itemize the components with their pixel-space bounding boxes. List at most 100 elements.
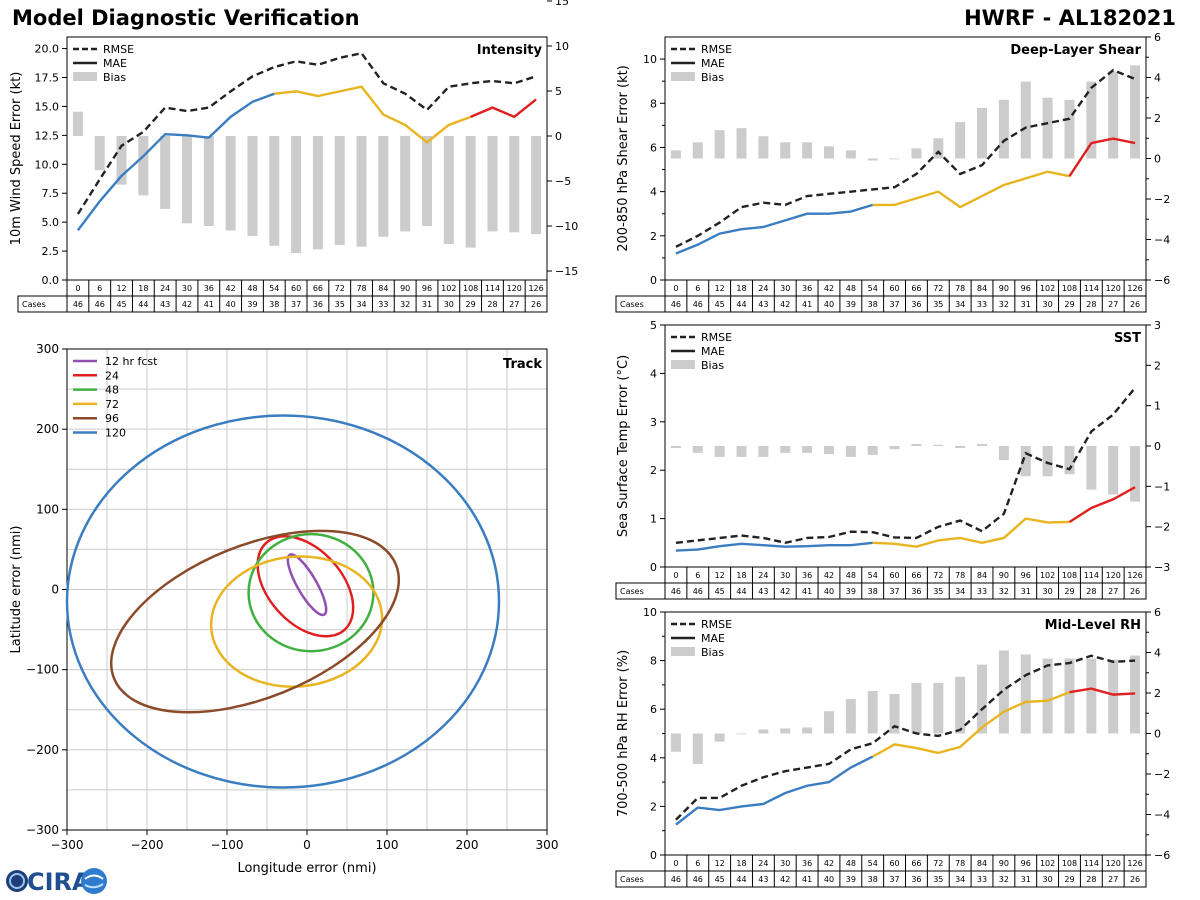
bias-bar	[998, 650, 1009, 734]
bias-bar	[1086, 81, 1097, 159]
bias-bar	[955, 446, 966, 449]
case-cell: 38	[868, 587, 878, 596]
hour-cell: 42	[824, 571, 834, 580]
bias-bar	[692, 446, 703, 453]
bias-bar	[1130, 446, 1141, 502]
bias-bar	[845, 446, 856, 457]
rmse-line	[76, 51, 537, 215]
case-cell: 37	[889, 300, 899, 309]
hour-cell: 96	[422, 284, 432, 293]
hour-cell: 78	[356, 284, 366, 293]
panel-title: SST	[1114, 331, 1141, 346]
x-tick-label: −300	[51, 838, 84, 852]
hour-cell: 96	[1021, 859, 1031, 868]
hour-cell: 6	[695, 284, 700, 293]
case-cell: 35	[933, 300, 943, 309]
y-tick-label: 0	[650, 561, 657, 574]
legend-mae-label: MAE	[701, 57, 725, 70]
legend-label: 120	[105, 427, 126, 440]
y2-tick-label: 4	[1154, 647, 1161, 660]
bias-bar	[823, 446, 834, 455]
case-cell: 29	[466, 300, 476, 309]
legend-label: 96	[105, 412, 119, 425]
hour-cell: 54	[868, 571, 878, 580]
hour-cell: 66	[911, 571, 921, 580]
x-axis-label: Longitude error (nmi)	[237, 861, 376, 876]
y-tick-label: 20.0	[35, 43, 60, 56]
y2-tick-label: 2	[1154, 359, 1161, 372]
y-axis-label: 200-850 hPa Shear Error (kt)	[616, 65, 631, 252]
hour-cell: 60	[889, 571, 899, 580]
hour-cell: 108	[1062, 859, 1077, 868]
hour-cell: 48	[247, 284, 257, 293]
hour-cell: 0	[75, 284, 80, 293]
y2-tick-label: −15	[555, 265, 578, 278]
legend-bias-swatch	[671, 72, 695, 81]
bias-bar	[714, 733, 725, 742]
case-cell: 36	[911, 300, 921, 309]
hour-cell: 24	[758, 859, 768, 868]
bias-bar	[867, 690, 878, 734]
bias-bar	[94, 136, 105, 171]
hour-cell: 72	[933, 571, 943, 580]
bias-bar	[933, 138, 944, 159]
case-cell: 39	[247, 300, 257, 309]
y-tick-label: 6	[650, 141, 657, 154]
hour-cell: 120	[1106, 284, 1121, 293]
hour-cell: 84	[977, 571, 987, 580]
case-cell: 39	[846, 875, 856, 884]
case-cell: 35	[933, 875, 943, 884]
y-tick-label: 4	[650, 186, 657, 199]
hour-cell: 120	[507, 284, 522, 293]
bias-bar	[670, 733, 681, 752]
bias-bar	[736, 128, 747, 159]
case-cell: 36	[911, 587, 921, 596]
case-cell: 36	[911, 875, 921, 884]
mae-line	[872, 517, 1070, 548]
case-cell: 29	[1064, 300, 1074, 309]
case-cell: 37	[889, 587, 899, 596]
y-tick-label: 0	[51, 583, 59, 597]
case-cell: 42	[780, 587, 790, 596]
mae-line	[76, 92, 275, 231]
bias-bar	[823, 146, 834, 159]
bias-bar	[312, 136, 323, 250]
bias-bar	[225, 136, 236, 231]
case-cell: 42	[780, 300, 790, 309]
case-cell: 46	[73, 300, 83, 309]
case-cell: 30	[1043, 300, 1053, 309]
legend-mae-label: MAE	[701, 632, 725, 645]
bias-bar	[977, 107, 988, 159]
y-tick-label: 8	[650, 97, 657, 110]
bias-bar	[911, 682, 922, 734]
hour-cell: 84	[378, 284, 388, 293]
x-tick-label: −200	[131, 838, 164, 852]
mae-line	[675, 541, 873, 552]
case-cell: 26	[1130, 875, 1140, 884]
y-tick-label: 4	[650, 752, 657, 765]
bias-bar	[780, 728, 791, 734]
y2-tick-label: −4	[1154, 809, 1170, 822]
track-ellipse	[209, 555, 384, 688]
hour-cell: 36	[802, 284, 812, 293]
hour-cell: 30	[780, 284, 790, 293]
case-cell: 46	[671, 587, 681, 596]
bias-bar	[758, 446, 769, 457]
case-cell: 46	[693, 587, 703, 596]
bias-bar	[977, 664, 988, 734]
bias-bar	[1020, 81, 1031, 159]
bias-bar	[845, 150, 856, 159]
cases-label: Cases	[620, 875, 644, 884]
bias-bar	[1064, 658, 1075, 734]
cases-row	[17, 295, 548, 313]
legend-bias-swatch	[671, 647, 695, 656]
case-cell: 43	[758, 587, 768, 596]
hour-cell: 114	[1084, 571, 1099, 580]
case-cell: 43	[160, 300, 170, 309]
case-cell: 30	[1043, 875, 1053, 884]
y-tick-label: 7.5	[42, 187, 60, 200]
x-tick-label: −100	[211, 838, 244, 852]
y-tick-label: 12.5	[35, 129, 60, 142]
hour-cell: 84	[977, 859, 987, 868]
y2-tick-label: −10	[555, 220, 578, 233]
